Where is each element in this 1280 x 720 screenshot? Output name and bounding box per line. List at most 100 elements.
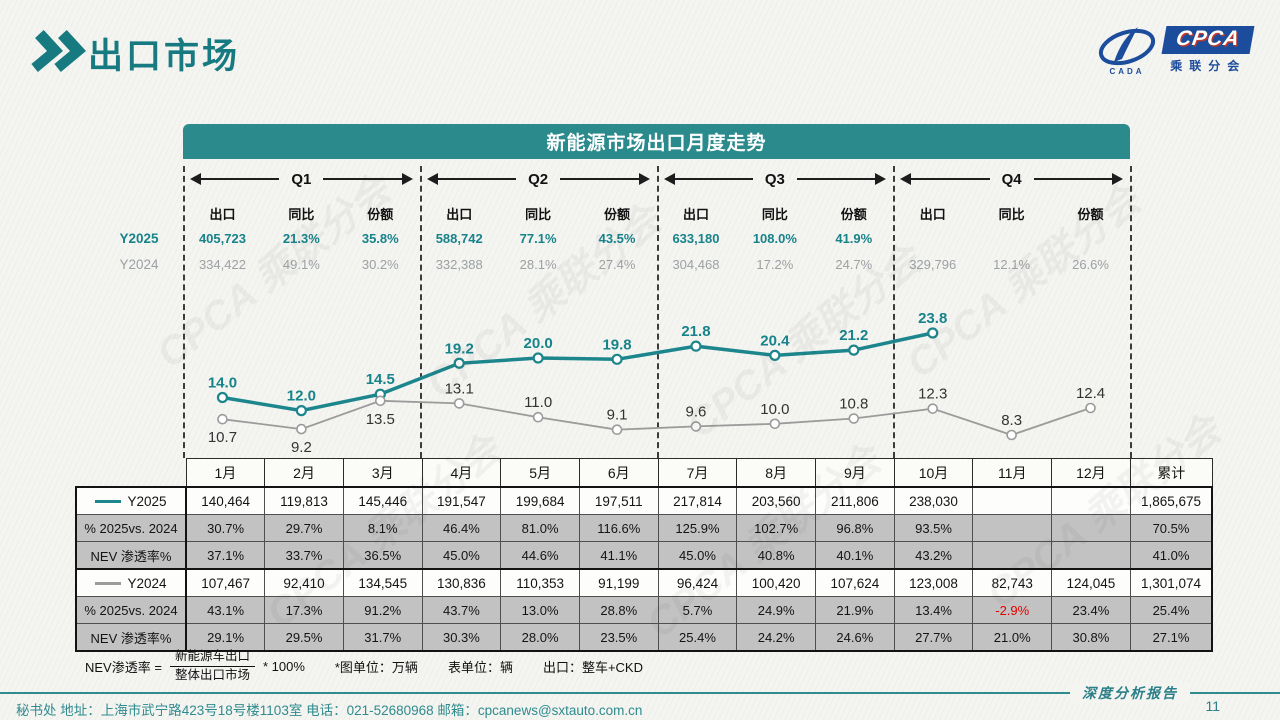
data-point-label: 12.3 <box>918 386 947 403</box>
table-cell: 13.4% <box>893 596 974 624</box>
table-corner-cell <box>76 459 186 488</box>
table-cell: 31.7% <box>342 623 423 652</box>
data-point-marker <box>217 413 228 425</box>
stat-value: 49.1% <box>282 257 320 272</box>
table-cell: 203,560 <box>736 486 816 515</box>
table-cell: 25.4% <box>1129 596 1214 624</box>
row-label: Y2025 <box>75 486 187 515</box>
column-header: 1月 <box>185 458 266 488</box>
table-cell: 27.7% <box>893 623 974 652</box>
column-header: 4月 <box>421 458 502 488</box>
table-cell: 130,836 <box>421 568 502 597</box>
table-cell: 107,467 <box>185 568 266 597</box>
stat-header: 份额 <box>367 207 394 222</box>
table-cell: 28.0% <box>500 623 580 652</box>
column-header: 8月 <box>736 458 816 488</box>
table-cell: 30.8% <box>1051 623 1131 652</box>
row-label: Y2024 <box>75 568 187 597</box>
data-point-marker <box>295 405 307 417</box>
table-cell: 81.0% <box>500 514 580 542</box>
table-header-row: 1月 2月 3月 4月 5月 6月 7月 8月 9月 10月 11月 12月 累计 <box>76 458 1213 488</box>
data-point-label: 21.8 <box>681 323 710 340</box>
table-cell: 41.0% <box>1129 541 1214 570</box>
data-point-label: 21.2 <box>839 327 868 344</box>
data-point-marker <box>453 398 465 409</box>
table-cell: 29.7% <box>264 514 344 542</box>
arrow-line <box>674 178 753 180</box>
stat-header: 份额 <box>1077 207 1104 222</box>
series-label-y2024: Y2024 <box>119 257 159 272</box>
stat-value-row: 334,422 49.1% 30.2% <box>183 257 420 272</box>
stat-value: 21.3% <box>282 231 320 246</box>
data-point-label: 20.0 <box>524 335 553 352</box>
row-label: % 2025vs. 2024 <box>75 596 187 624</box>
data-point-marker <box>690 421 702 432</box>
table-row: % 2025vs. 2024 43.1% 17.3% 91.2% 43.7% 13.0% 2… <box>75 596 1214 624</box>
stat-header-row: 出口 同比 份额 <box>183 204 420 223</box>
data-point-marker <box>927 327 939 339</box>
table-cell: 45.0% <box>421 541 502 570</box>
quarter-label: Q3 <box>764 170 785 188</box>
table-cell: 17.3% <box>264 596 344 624</box>
arrow-line <box>323 178 402 180</box>
stat-value: 588,742 <box>435 231 483 246</box>
data-point-marker <box>532 352 544 364</box>
stat-value: 12.1% <box>993 257 1031 272</box>
stat-value: 28.1% <box>519 257 557 272</box>
table-cell: 116.6% <box>578 514 659 542</box>
table-cell <box>1051 541 1131 570</box>
table-cell: 43.1% <box>185 596 266 624</box>
table-cell <box>1051 486 1131 515</box>
data-point-marker <box>374 395 386 407</box>
data-point-label: 19.8 <box>602 336 631 353</box>
table-cell: 25.4% <box>657 623 738 652</box>
arrow-line <box>911 178 990 180</box>
series-line-y2025 <box>222 331 934 413</box>
table-cell: 44.6% <box>500 541 580 570</box>
data-point-marker <box>690 340 702 352</box>
footnote-note-units-chart: *图单位：万辆 <box>334 659 418 675</box>
table-cell: 199,684 <box>500 486 580 515</box>
data-point-label: 10.7 <box>208 429 237 446</box>
data-point-marker <box>532 411 544 423</box>
series-label-y2025: Y2025 <box>119 231 159 246</box>
table-cell: 21.9% <box>815 596 895 624</box>
table-cell: 96,424 <box>657 568 738 597</box>
table-cell: 145,446 <box>342 486 423 515</box>
stat-value-row: 633,180 108.0% 41.9% <box>657 231 894 246</box>
data-point-label: 20.4 <box>760 332 790 349</box>
stat-value: 304,468 <box>672 257 720 272</box>
table-cell: 28.8% <box>578 596 659 624</box>
data-point-marker <box>769 418 781 430</box>
table-cell: 43.2% <box>893 541 974 570</box>
table-cell: 1,301,074 <box>1129 568 1214 597</box>
stat-value: 24.7% <box>835 257 873 272</box>
table-cell: 5.7% <box>657 596 738 624</box>
column-header: 12月 <box>1051 458 1131 488</box>
stat-header: 出口 <box>919 207 946 222</box>
data-point-label: 10.0 <box>760 401 789 418</box>
data-point-marker <box>453 357 465 369</box>
table-cell: 33.7% <box>264 541 344 570</box>
table-cell: 102.7% <box>736 514 816 542</box>
table-cell: 238,030 <box>893 486 974 515</box>
footnote-fraction: 新能源车出口 整体出口市场 <box>169 649 255 683</box>
table-cell: 217,814 <box>657 486 738 515</box>
table-cell: 197,511 <box>578 486 659 515</box>
stat-header: 份额 <box>604 207 631 222</box>
data-point-label: 9.6 <box>686 403 707 420</box>
stat-header-row: 出口 同比 份额 <box>893 204 1130 223</box>
table-cell: 124,045 <box>1051 568 1131 597</box>
table-cell: 92,410 <box>264 568 344 597</box>
quarter-section: Q3 <box>657 167 894 191</box>
cpca-logo-subtitle: 乘联分会 <box>1170 59 1247 73</box>
data-point-marker <box>1085 402 1096 414</box>
data-point-label: 23.8 <box>918 310 947 327</box>
arrow-left-icon <box>426 173 438 185</box>
table-cell <box>972 486 1053 515</box>
stat-value: 35.8% <box>361 231 399 246</box>
arrow-line <box>201 178 280 180</box>
quarter-section: Q1 <box>183 167 420 191</box>
column-header: 累计 <box>1129 458 1213 488</box>
arrow-right-icon <box>638 173 650 185</box>
